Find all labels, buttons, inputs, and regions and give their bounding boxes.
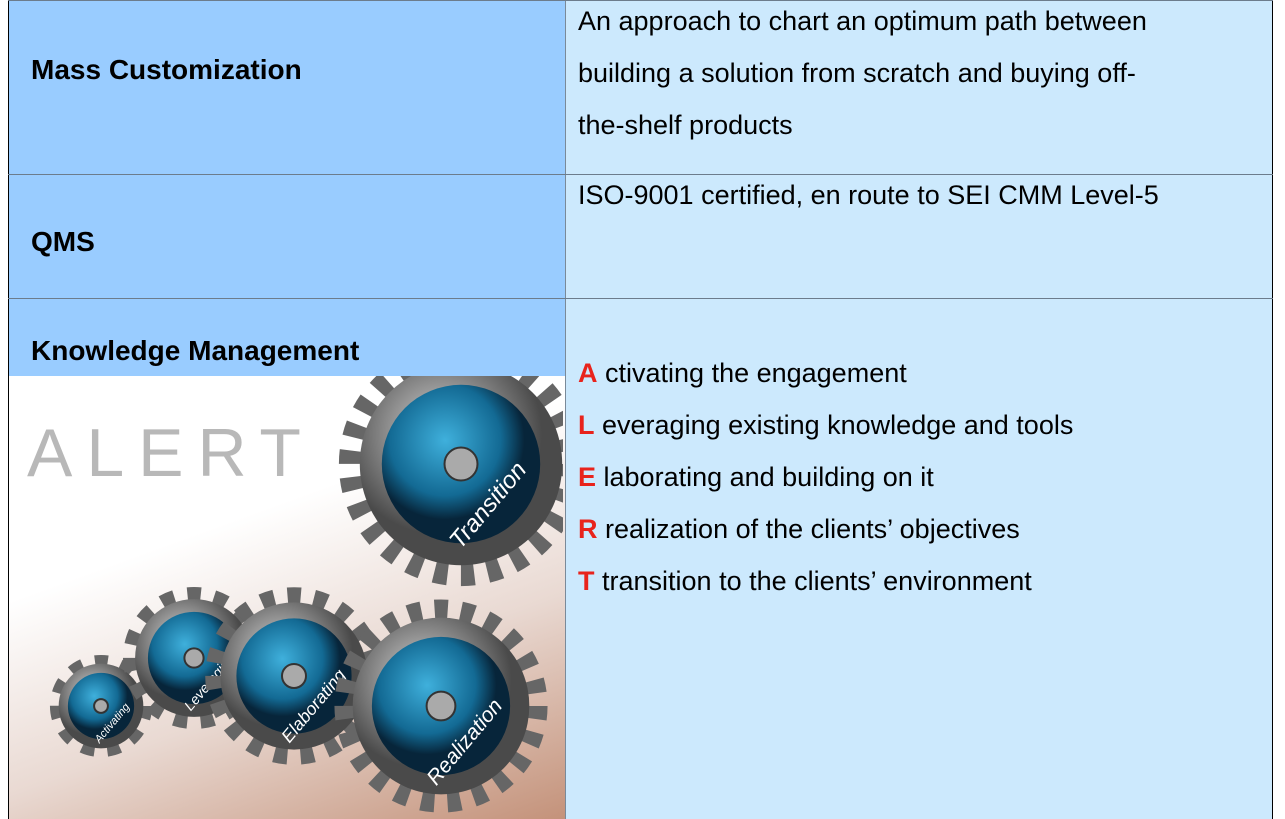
term-cell: QMS xyxy=(8,174,565,298)
term: Knowledge Management xyxy=(31,335,360,366)
alert-letter: A xyxy=(578,358,598,388)
description-cell: A ctivating the engagement L everaging ex… xyxy=(565,298,1273,819)
alert-text: transition to the clients’ environment xyxy=(602,566,1032,596)
alert-text: ctivating the engagement xyxy=(605,358,907,388)
gear-teeth xyxy=(49,654,153,758)
alert-letter: E xyxy=(578,462,597,492)
description-line: ISO-9001 certified, en route to SEI CMM … xyxy=(578,180,1159,210)
term-cell: Knowledge Management xyxy=(8,298,565,376)
gear-hub xyxy=(93,698,109,714)
alert-item: A ctivating the engagement xyxy=(578,358,907,389)
gear: Activating xyxy=(49,654,153,758)
gear-teeth xyxy=(334,599,548,813)
border xyxy=(8,298,1273,299)
alert-text: laborating and building on it xyxy=(603,462,934,492)
alert-item: L everaging existing knowledge and tools xyxy=(578,410,1073,441)
gear-hub xyxy=(183,647,205,669)
description-line: An approach to chart an optimum path bet… xyxy=(578,6,1147,36)
alert-text: realization of the clients’ objectives xyxy=(605,514,1020,544)
gear: Realization xyxy=(334,599,548,813)
alert-item: T transition to the clients’ environment xyxy=(578,566,1032,597)
alert-item: E laborating and building on it xyxy=(578,462,934,493)
term-cell: Mass Customization xyxy=(8,0,565,174)
image-title: ALERT xyxy=(27,415,315,491)
gear-hub xyxy=(443,446,479,482)
image-cell: ALERT Activating Leveraging Elaborating Tran… xyxy=(8,341,584,819)
term: Mass Customization xyxy=(31,54,302,85)
alert-letter: L xyxy=(578,410,595,440)
gear-hub xyxy=(425,690,457,722)
gear: Transition xyxy=(338,341,584,587)
description-line: the-shelf products xyxy=(578,110,793,140)
alert-letter: R xyxy=(578,514,598,544)
border xyxy=(8,174,1273,175)
alert-text: everaging existing knowledge and tools xyxy=(602,410,1074,440)
description-cell: ISO-9001 certified, en route to SEI CMM … xyxy=(565,174,1273,298)
term: QMS xyxy=(31,226,95,257)
border xyxy=(8,0,1273,1)
gear-hub xyxy=(281,663,307,689)
alert-item: R realization of the clients’ objectives xyxy=(578,514,1020,545)
description-cell: An approach to chart an optimum path bet… xyxy=(565,0,1273,174)
description-line: building a solution from scratch and buy… xyxy=(578,58,1136,88)
alert-letter: T xyxy=(578,566,595,596)
